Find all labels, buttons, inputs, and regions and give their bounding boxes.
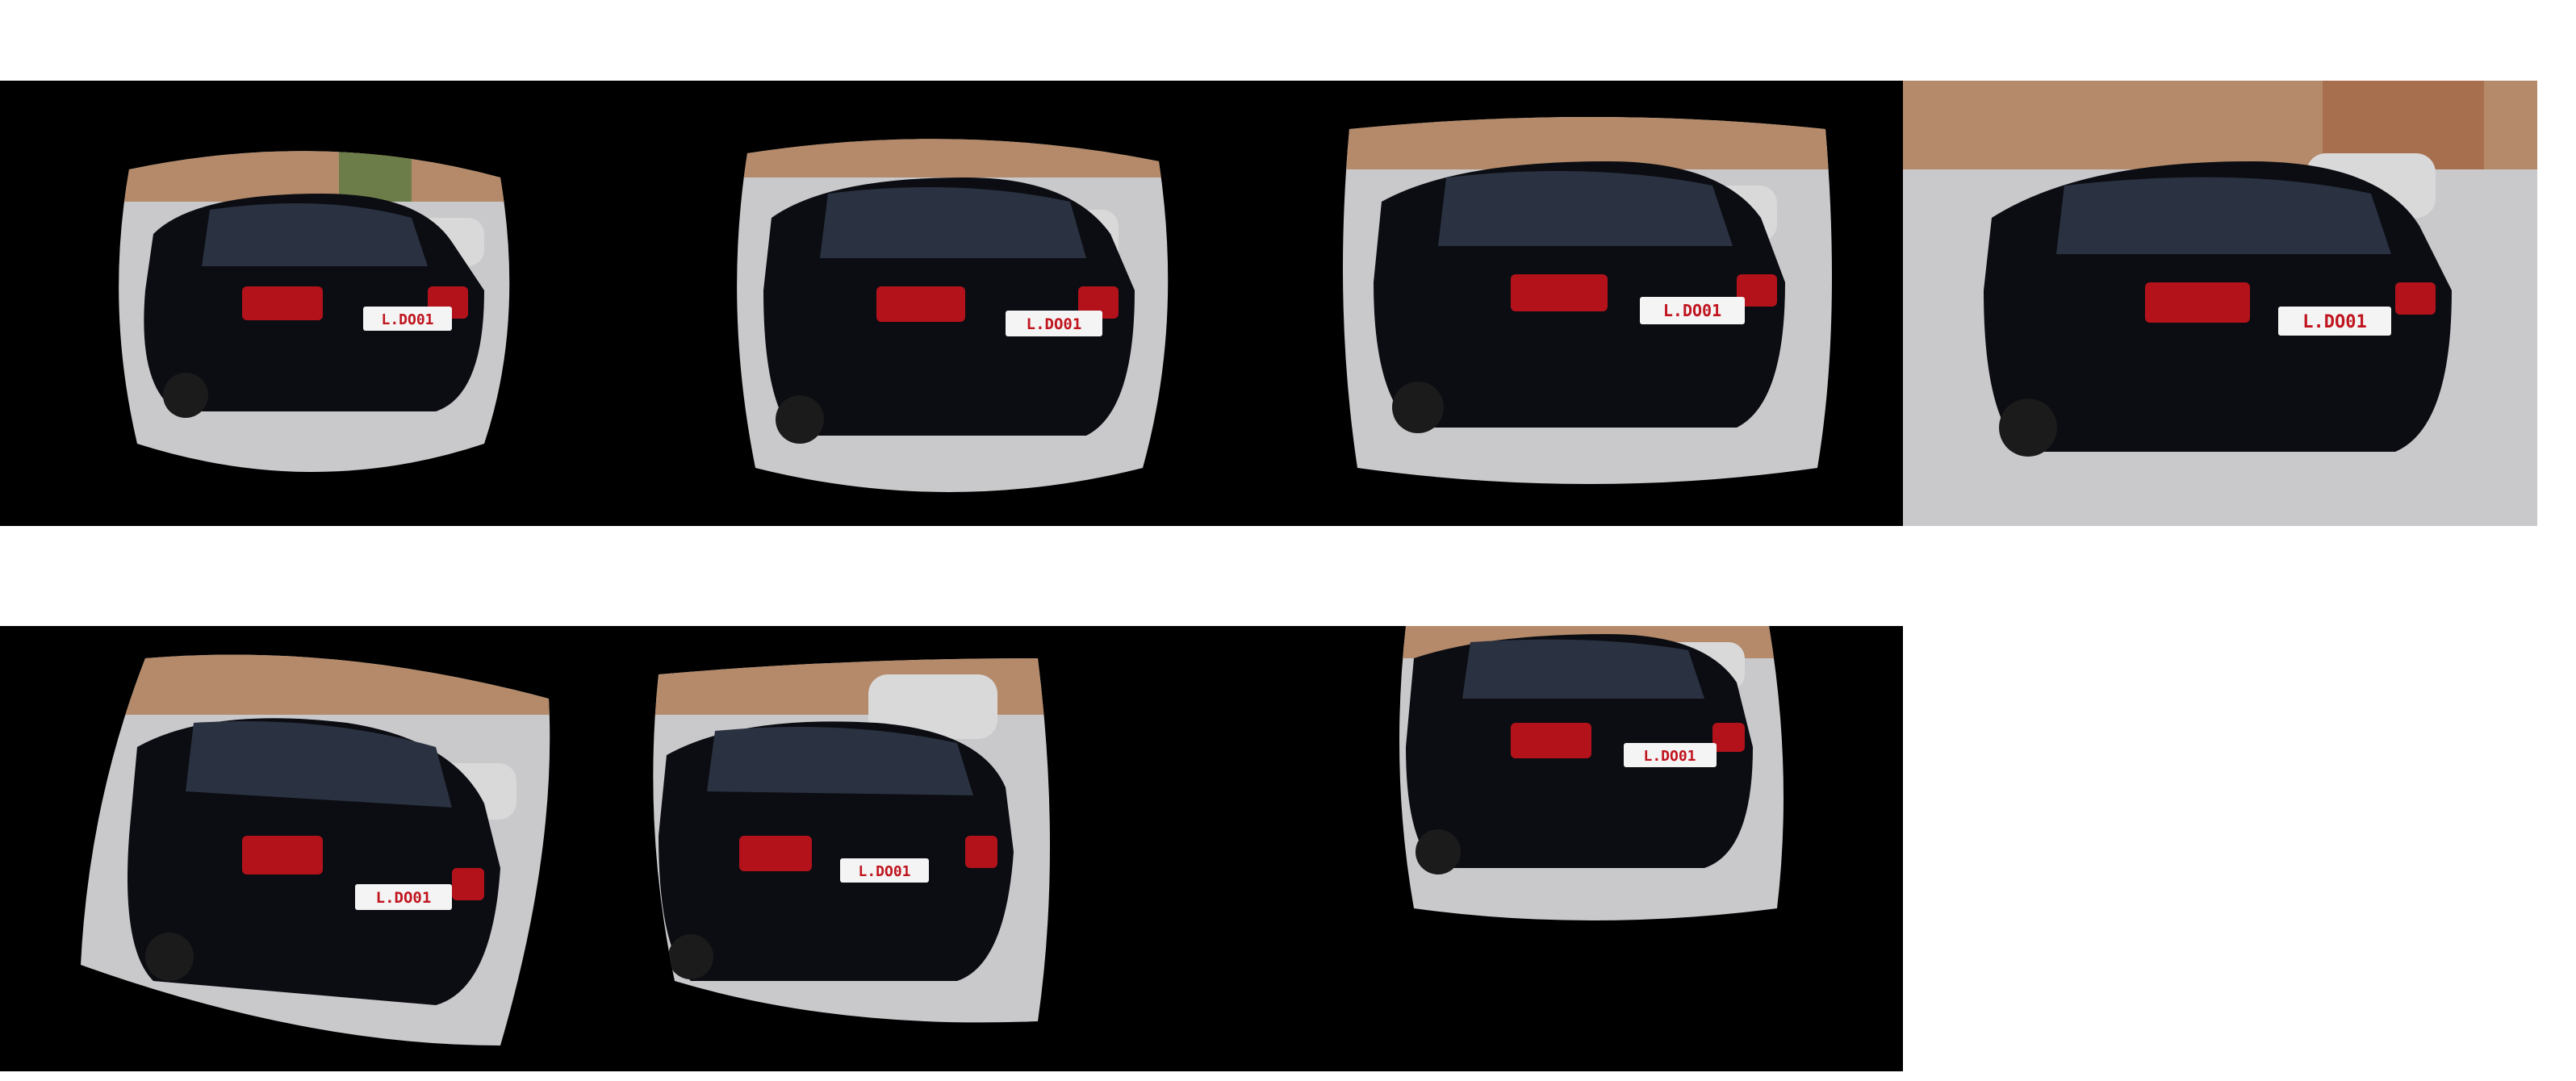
- plate-text: L.DO01: [1027, 315, 1082, 333]
- car-photo-icon: L.DO01: [1269, 81, 1903, 526]
- plate-text: L.DO01: [858, 863, 910, 880]
- car-photo-icon: L.DO01: [0, 626, 634, 1071]
- distorted-car-image-5: L.DO01: [0, 626, 634, 1071]
- car-photo-icon: L.DO01: [1903, 81, 2537, 526]
- plate-text: L.DO01: [1643, 748, 1696, 765]
- plate-text: L.DO01: [381, 311, 433, 328]
- car-photo-icon: L.DO01: [634, 81, 1269, 526]
- plate-text: L.DO01: [1663, 301, 1721, 320]
- original-car-image: L.DO01: [1903, 81, 2537, 526]
- distorted-car-image-3: L.DO01: [1269, 81, 1903, 526]
- distorted-car-image-6: L.DO01: [634, 626, 1269, 1071]
- plate-text: L.DO01: [2302, 312, 2366, 332]
- distorted-car-image-2: L.DO01: [634, 81, 1269, 526]
- distorted-car-image-7: L.DO01: [1269, 626, 1903, 1071]
- plate-text: L.DO01: [376, 889, 432, 907]
- car-photo-icon: L.DO01: [0, 81, 634, 526]
- distorted-car-image-1: L.DO01: [0, 81, 634, 526]
- car-photo-icon: L.DO01: [634, 626, 1269, 1071]
- car-photo-icon: L.DO01: [1269, 626, 1903, 1071]
